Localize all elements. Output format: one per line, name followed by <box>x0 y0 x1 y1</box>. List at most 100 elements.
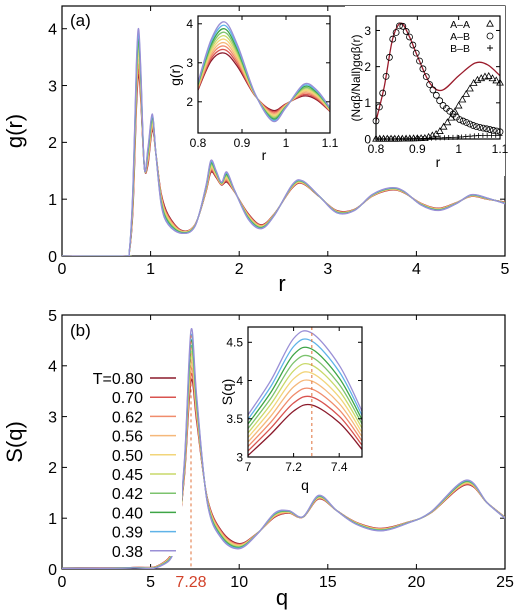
panel-b-ticks: 0 5 10 15 20 25 0 1 2 3 4 5 <box>48 308 514 591</box>
x-tick-label: 20 <box>408 574 426 591</box>
y-tick-label: 4 <box>48 359 57 376</box>
series-line-t_050 <box>248 371 362 438</box>
ab-marker <box>392 29 400 36</box>
ab-marker <box>489 126 497 134</box>
inset-sq-zoom: 7 7.2 7.4 3 3.5 4 4.5 q S(q) <box>218 322 368 494</box>
series-line-t_062 <box>248 387 362 447</box>
x-tick-label: 5 <box>501 261 510 278</box>
y-tick-label: 3 <box>48 409 57 426</box>
bb-marker <box>467 133 473 139</box>
aa-marker <box>409 134 418 142</box>
inset-sq-frame <box>247 326 363 458</box>
ab-marker <box>379 89 387 97</box>
ab-marker <box>389 35 397 43</box>
panel-a-curves <box>62 28 505 256</box>
x-tick-label: 1 <box>455 142 462 156</box>
y-tick-label: 3 <box>186 56 193 70</box>
inset-partial-xlabel: r <box>436 154 441 170</box>
y-tick-label: 4.5 <box>226 336 243 350</box>
ab-marker <box>436 97 444 105</box>
ab-marker <box>456 116 464 123</box>
bb-marker <box>429 135 435 141</box>
aa-marker <box>375 134 384 142</box>
x-tick-label: 0.9 <box>409 142 426 156</box>
ab-marker <box>386 53 393 61</box>
inset-gr-ylabel: g(r) <box>167 64 183 86</box>
bb-marker <box>480 132 486 138</box>
y-tick-label: 4 <box>186 17 193 31</box>
panel-a-xlabel: r <box>278 271 285 296</box>
legend-label: 0.39 <box>112 525 143 542</box>
x-tick-label: 3 <box>323 261 332 278</box>
legend-label: 0.38 <box>112 544 143 561</box>
inset-partial-ylabel: (Nαβ/Nall)gαβ(r) <box>349 34 363 121</box>
aa-marker <box>458 95 467 103</box>
series-line-t_038 <box>198 21 330 123</box>
y-tick-label: 1 <box>364 96 371 110</box>
y-tick-label: 3 <box>48 78 57 95</box>
inset-partial-legend: A–AA–BB–B <box>450 19 494 55</box>
y-tick-label: 3 <box>236 450 243 464</box>
total-line <box>376 22 500 122</box>
x-tick-label: 1.1 <box>322 136 339 150</box>
ab-marker <box>406 33 413 41</box>
panel-b-label: (b) <box>70 321 91 340</box>
legend-plus <box>487 45 493 51</box>
aa-marker <box>443 118 452 126</box>
aa-marker <box>435 127 444 134</box>
legend-label: 0.70 <box>112 390 143 407</box>
series-line-t_080 <box>248 403 362 456</box>
legend-label: 0.56 <box>112 429 143 446</box>
y-tick-label: 2 <box>364 60 371 74</box>
y-tick-label: 4 <box>236 374 243 388</box>
x-tick-label: 0 <box>58 574 67 591</box>
inset-sq-ticks: 7 7.2 7.4 3 3.5 4 4.5 <box>226 327 362 474</box>
x-tick-label: 7.2 <box>285 460 302 474</box>
ab-marker <box>479 124 487 132</box>
aa-marker <box>454 101 463 109</box>
legend-label: 0.50 <box>112 448 143 465</box>
ab-marker <box>476 123 484 131</box>
x-tick-label: 1.1 <box>492 142 509 156</box>
x-tick-label: 1 <box>146 261 155 278</box>
bb-marker <box>463 134 469 140</box>
ab-marker <box>483 125 490 133</box>
ab-marker <box>459 117 467 125</box>
panel-b-xlabel: q <box>276 585 288 610</box>
ab-marker <box>396 22 403 30</box>
inset-sq-curves <box>248 327 362 457</box>
x-tick-label: 4 <box>412 261 421 278</box>
y-tick-label: 0 <box>364 132 371 146</box>
series-line-t_070 <box>248 395 362 452</box>
panel-a-ylabel: g(r) <box>2 114 27 148</box>
ab-marker <box>419 65 427 73</box>
aa-marker <box>394 134 403 142</box>
legend-label: 0.62 <box>112 409 143 426</box>
bb-marker <box>484 132 490 138</box>
ab-marker <box>409 41 417 49</box>
series-line-t_042 <box>248 354 362 429</box>
bb-marker <box>476 132 482 138</box>
series-line-t_038 <box>248 330 362 416</box>
aa-marker <box>462 89 471 97</box>
aa-marker <box>466 84 474 92</box>
ab-marker <box>429 86 437 94</box>
legend-label: 0.45 <box>112 467 143 484</box>
ab-marker <box>402 28 410 35</box>
panel-b-ylabel: S(q) <box>2 421 27 463</box>
x-tick-label: 5 <box>146 574 155 591</box>
y-tick-label: 3 <box>364 24 371 38</box>
y-tick-label: 1 <box>48 192 57 209</box>
inset-gr-curves <box>198 21 330 123</box>
aa-marker <box>379 134 388 142</box>
x-tick-label: 2 <box>235 261 244 278</box>
aa-marker <box>439 122 448 130</box>
panel-b-frame <box>61 314 506 570</box>
ab-marker <box>382 72 390 80</box>
aa-marker <box>447 113 456 121</box>
bb-marker <box>488 132 494 138</box>
inset-partial-ticks: 0.8 0.9 1 1.1 0 1 2 3 <box>364 16 509 156</box>
inset-sq-ylabel: S(q) <box>219 379 235 405</box>
